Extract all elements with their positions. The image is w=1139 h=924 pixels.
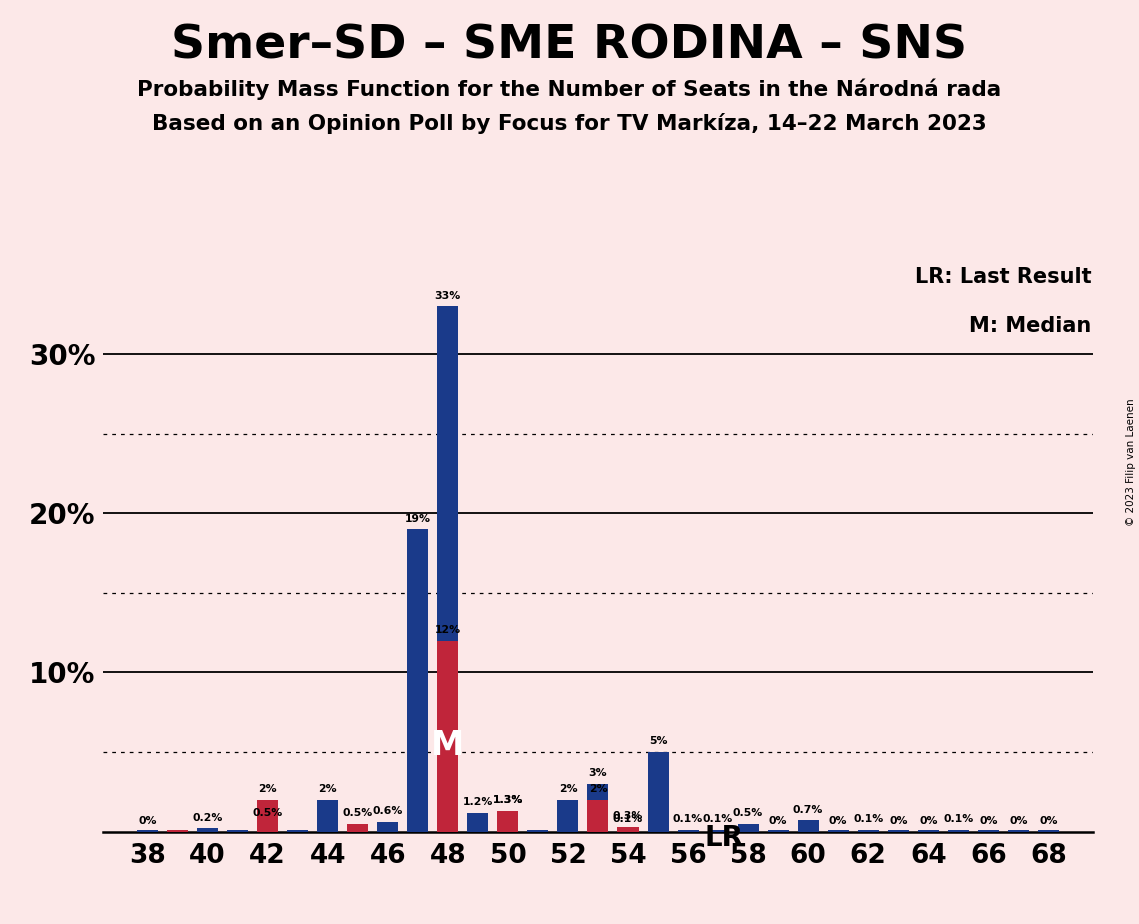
Bar [167,830,188,832]
Bar [257,823,278,832]
Text: 0%: 0% [1039,816,1058,826]
Bar [887,831,909,832]
Text: 0.1%: 0.1% [703,814,734,824]
Text: © 2023 Filip van Laenen: © 2023 Filip van Laenen [1126,398,1136,526]
Text: 5%: 5% [649,736,667,747]
Bar [678,830,698,832]
Bar [1038,831,1059,832]
Bar [167,831,188,832]
Bar [437,640,458,832]
Text: 0%: 0% [769,816,787,826]
Text: 0.1%: 0.1% [613,814,644,824]
Bar [828,831,849,832]
Text: 2%: 2% [589,784,607,795]
Bar [918,831,939,832]
Bar [347,823,368,832]
Text: 12%: 12% [435,625,461,635]
Bar [317,800,338,832]
Text: 0.1%: 0.1% [673,814,703,824]
Bar [1008,831,1029,832]
Text: 0.7%: 0.7% [793,805,823,815]
Text: 1.3%: 1.3% [493,796,523,806]
Text: 1.3%: 1.3% [493,796,523,806]
Bar [617,830,639,832]
Bar [588,784,608,832]
Bar [617,827,639,832]
Bar [498,811,518,832]
Bar [647,752,669,832]
Bar [738,823,759,832]
Bar [257,800,278,832]
Bar [197,829,219,832]
Text: LR: LR [705,824,744,852]
Text: 0%: 0% [1009,816,1027,826]
Text: 0.6%: 0.6% [372,807,403,817]
Text: 1.2%: 1.2% [462,796,493,807]
Bar [527,831,549,832]
Text: 0%: 0% [919,816,937,826]
Bar [408,529,428,832]
Bar [557,800,579,832]
Bar [437,307,458,832]
Text: 0.5%: 0.5% [734,808,763,818]
Bar [797,821,819,832]
Text: 0.1%: 0.1% [943,814,974,824]
Text: 2%: 2% [319,784,337,795]
Text: 2%: 2% [558,784,577,795]
Text: 0%: 0% [829,816,847,826]
Text: 0.5%: 0.5% [253,808,282,818]
Text: 0.3%: 0.3% [613,811,644,821]
Bar [467,812,489,832]
Bar [707,830,729,832]
Text: 0%: 0% [980,816,998,826]
Bar [768,831,788,832]
Text: LR: Last Result: LR: Last Result [915,267,1091,287]
Text: 0%: 0% [890,816,908,826]
Text: Probability Mass Function for the Number of Seats in the Národná rada: Probability Mass Function for the Number… [138,79,1001,100]
Text: M: Median: M: Median [969,316,1091,336]
Text: 19%: 19% [404,514,431,524]
Bar [858,830,879,832]
Text: 2%: 2% [259,784,277,795]
Text: Based on an Opinion Poll by Focus for TV Markíza, 14–22 March 2023: Based on an Opinion Poll by Focus for TV… [153,113,986,134]
Bar [498,811,518,832]
Text: 0.5%: 0.5% [343,808,372,818]
Bar [227,831,248,832]
Text: M: M [432,729,465,762]
Text: 0.1%: 0.1% [853,814,884,824]
Text: 33%: 33% [435,291,461,301]
Bar [137,831,158,832]
Text: Smer–SD – SME RODINA – SNS: Smer–SD – SME RODINA – SNS [172,23,967,68]
Text: 0%: 0% [138,816,157,826]
Bar [377,822,399,832]
Bar [948,830,969,832]
Bar [588,800,608,832]
Text: 3%: 3% [589,768,607,778]
Text: 0.2%: 0.2% [192,813,223,823]
Bar [347,823,368,832]
Bar [287,831,309,832]
Bar [978,831,999,832]
